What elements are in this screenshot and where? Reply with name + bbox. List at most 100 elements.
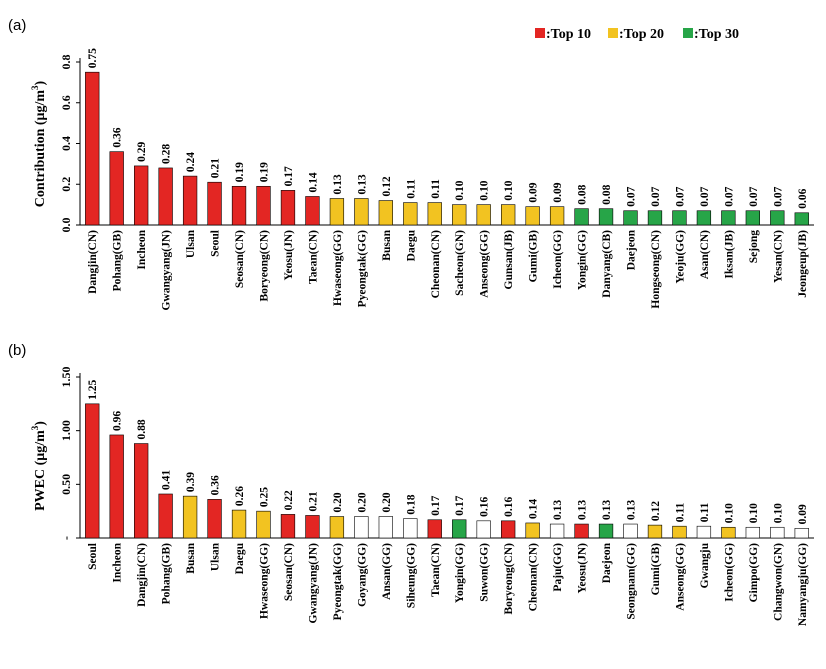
data-label: 0.96	[112, 411, 124, 431]
bar	[354, 198, 369, 226]
chart-panel-a: Contribution (μg/m3) 0.0 0.2 0.4 0.6 0.8 0.75…	[30, 48, 814, 311]
data-label: 0.26	[234, 486, 246, 506]
category-label: Incheon	[112, 542, 124, 582]
panel-a-ylabel-sup: 3	[30, 85, 40, 90]
legend-label: :Top 30	[694, 27, 739, 42]
bar	[476, 520, 491, 539]
bar	[672, 525, 687, 539]
bar	[574, 523, 589, 539]
data-label: 0.13	[601, 500, 613, 520]
category-label: Busan	[381, 229, 393, 260]
category-label: Suwon(GG)	[479, 543, 491, 602]
bar	[329, 516, 345, 539]
category-label: Pyeongtak(GG)	[332, 543, 344, 620]
bar	[280, 514, 296, 539]
y-tick-label: 0.0	[59, 218, 73, 233]
category-label: Icheon(GG)	[723, 543, 735, 602]
category-label: Gumi(GB)	[528, 230, 540, 283]
bar	[696, 210, 712, 226]
data-label: 0.07	[723, 186, 735, 206]
y-tick-label: 0.8	[59, 55, 73, 70]
category-label: Incheon	[136, 229, 148, 269]
bar	[109, 151, 124, 226]
data-label: 0.09	[552, 182, 564, 202]
bar	[231, 185, 247, 226]
bar	[745, 210, 760, 226]
bar	[574, 208, 589, 226]
data-label: 0.39	[185, 472, 197, 492]
category-label: Gumi(GB)	[650, 543, 662, 596]
data-label: 0.07	[772, 186, 784, 206]
category-label: Daegu	[234, 542, 246, 574]
data-label: 0.13	[552, 500, 564, 520]
category-label: Asan(CN)	[699, 230, 711, 279]
data-label: 0.10	[723, 503, 735, 523]
data-label: 0.07	[748, 186, 760, 206]
panel-b-ylabel-close: )	[33, 421, 48, 426]
bar	[623, 210, 638, 226]
category-label: Daejeon	[626, 229, 638, 270]
bar	[647, 524, 663, 539]
bar	[721, 526, 736, 539]
bar	[476, 204, 491, 226]
legend-label: :Top 20	[619, 27, 664, 42]
y-tick-label: 1.00	[59, 420, 73, 441]
data-label: 0.18	[405, 494, 417, 514]
bar	[794, 212, 809, 226]
chart-panel-b: PWEC (μg/m3) - 0.50 1.00 1.50 1.25 Seoul 0.96 I…	[30, 367, 814, 626]
category-label: Paju(GG)	[552, 543, 564, 592]
category-label: Dangjin(CN)	[87, 230, 99, 294]
y-tick-label: 0.6	[59, 95, 73, 110]
data-label: 0.08	[601, 184, 613, 204]
data-label: 0.20	[381, 492, 393, 512]
category-label: Seoul	[210, 230, 222, 257]
category-label: Taean(CN)	[307, 230, 319, 284]
data-label: 0.75	[87, 48, 99, 68]
bar	[134, 443, 149, 539]
data-label: 0.19	[234, 162, 246, 182]
bar	[231, 509, 247, 539]
bar	[696, 525, 712, 539]
category-label: Yesan(CN)	[772, 230, 784, 283]
bar	[794, 528, 809, 539]
data-label: 0.13	[332, 174, 344, 194]
data-label: 0.22	[283, 490, 295, 510]
bar	[378, 200, 393, 226]
bar	[647, 210, 663, 226]
bar	[207, 181, 222, 226]
data-label: 0.11	[405, 179, 417, 199]
category-label: Yongin(GG)	[454, 543, 466, 603]
category-label: Anseong(GG)	[674, 543, 686, 611]
data-label: 0.07	[626, 186, 638, 206]
bar	[158, 493, 173, 539]
bar	[770, 526, 785, 539]
category-label: Daejeon	[601, 542, 613, 583]
category-label: Gwangyang(JN)	[161, 230, 173, 311]
bar	[525, 522, 540, 539]
legend-swatch	[608, 28, 618, 38]
y-tick-label: 0.2	[59, 177, 73, 192]
category-label: Pohang(GB)	[161, 543, 173, 605]
bar	[598, 208, 614, 226]
y-tick-label: 0.4	[59, 136, 73, 151]
category-label: Namyangju(GG)	[797, 543, 809, 626]
category-label: Danyang(CB)	[601, 230, 613, 298]
bar	[452, 519, 467, 539]
bar	[109, 434, 124, 539]
bar	[745, 526, 760, 539]
data-label: 0.12	[381, 176, 393, 196]
bar	[770, 210, 785, 226]
data-label: 0.41	[161, 470, 173, 490]
data-label: 0.10	[503, 180, 515, 200]
panel-a-ylabel: Contribution (μg/m3)	[30, 80, 48, 207]
data-label: 0.36	[210, 475, 222, 495]
category-label: Pyeongtak(GG)	[356, 230, 368, 307]
category-label: Ansan(GG)	[381, 543, 393, 600]
bar	[158, 167, 173, 226]
category-label: Boryeong(CN)	[259, 230, 271, 302]
legend-swatch	[683, 28, 693, 38]
bar	[501, 204, 516, 226]
category-label: Jeongeup(JB)	[797, 230, 809, 298]
data-label: 0.10	[772, 503, 784, 523]
legend: :Top 10:Top 20:Top 30	[535, 27, 739, 42]
